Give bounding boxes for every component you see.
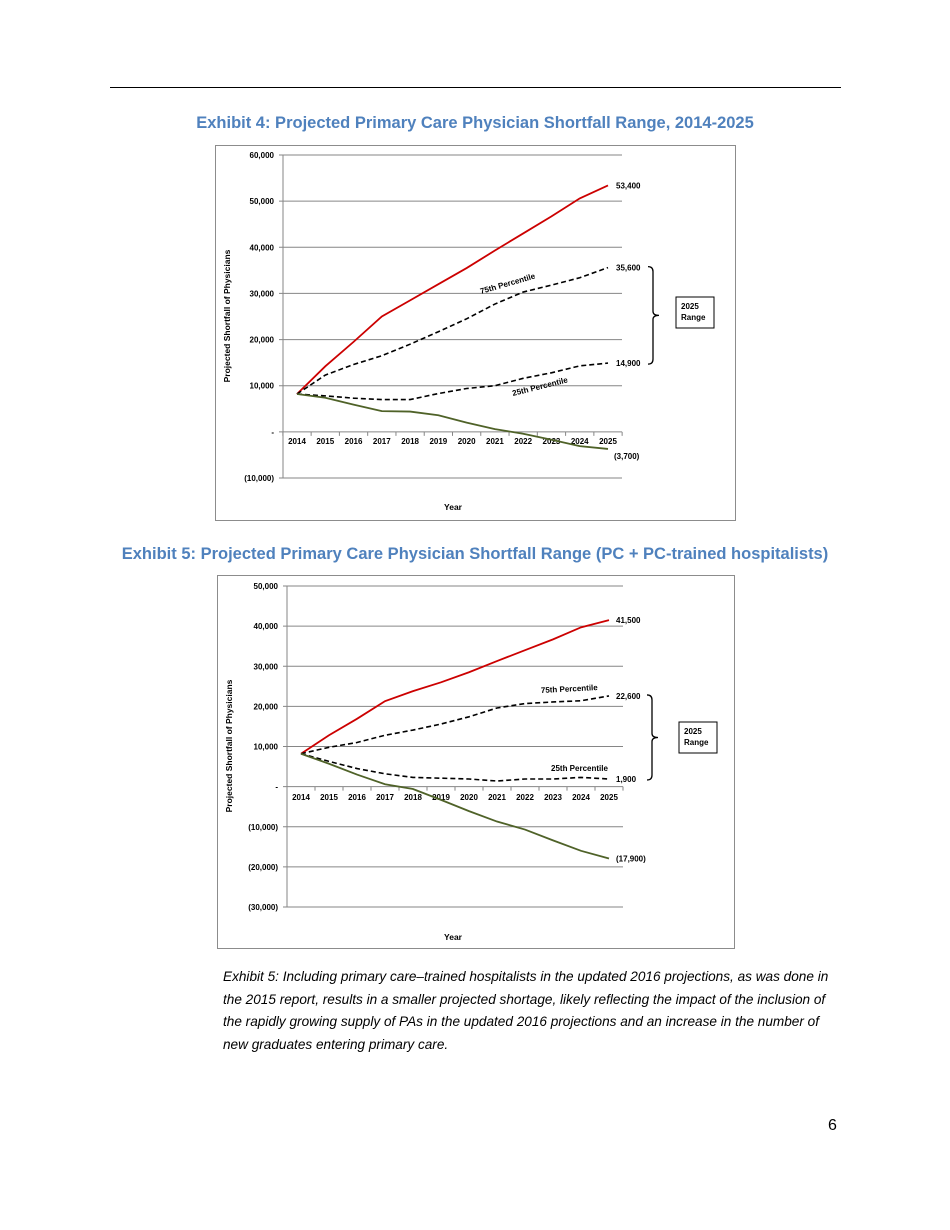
- x-tick-label: 2018: [404, 793, 422, 802]
- percentile-75-label: 75th Percentile: [541, 683, 599, 695]
- x-tick-label: 2025: [599, 437, 617, 446]
- range-box-label: Range: [681, 313, 706, 322]
- x-tick-label: 2014: [292, 793, 310, 802]
- exhibit4-chart: (10,000) - 10,000 20,000 30,000 40,000 50,000 6…: [215, 145, 736, 521]
- range-brace: [646, 694, 659, 781]
- y-tick-label: (10,000): [244, 474, 274, 483]
- y-tick-label: (20,000): [248, 863, 278, 872]
- series-line-0: [300, 619, 610, 755]
- y-tick-label: (30,000): [248, 903, 278, 912]
- x-tick-label: 2016: [345, 437, 363, 446]
- x-tick-label: 2017: [373, 437, 391, 446]
- y-tick-label: 60,000: [250, 151, 275, 160]
- end-value-label: 53,400: [616, 181, 641, 190]
- series-line-2: [296, 362, 609, 401]
- y-tick-label: 30,000: [254, 662, 279, 671]
- y-tick-label: 20,000: [254, 702, 279, 711]
- y-tick-label: 10,000: [250, 382, 275, 391]
- x-tick-label: 2021: [486, 437, 504, 446]
- x-tick-label: 2024: [572, 793, 590, 802]
- range-box-label: 2025: [684, 727, 702, 736]
- series-line-0: [296, 184, 609, 395]
- end-value-label: 1,900: [616, 775, 637, 784]
- series-line-2: [300, 752, 610, 782]
- y-axis-title: Projected Shortfall of Physicians: [224, 679, 234, 812]
- y-tick-label: -: [271, 428, 274, 437]
- y-tick-label: 40,000: [254, 622, 279, 631]
- exhibit5-svg: (30,000) (20,000) (10,000) - 10,000 20,000 30,…: [224, 582, 718, 942]
- x-tick-label: 2021: [488, 793, 506, 802]
- exhibit5-caption: Exhibit 5: Including primary care–traine…: [223, 969, 829, 1053]
- series-line-3: [296, 393, 609, 450]
- range-box-label: Range: [684, 738, 709, 747]
- x-tick-label: 2020: [460, 793, 478, 802]
- y-tick-label: 10,000: [254, 743, 279, 752]
- x-tick-label: 2015: [316, 437, 334, 446]
- y-tick-label: 30,000: [250, 289, 275, 298]
- x-tick-label: 2023: [543, 437, 561, 446]
- x-tick-label: 2019: [429, 437, 447, 446]
- end-value-label: 22,600: [616, 692, 641, 701]
- end-value-label: 35,600: [616, 264, 641, 273]
- x-tick-label: 2022: [516, 793, 534, 802]
- y-axis-title: Projected Shortfall of Physicians: [222, 249, 232, 382]
- x-tick-label: 2015: [320, 793, 338, 802]
- x-tick-label: 2025: [600, 793, 618, 802]
- series-line-1: [300, 695, 610, 755]
- range-brace: [647, 265, 660, 365]
- x-tick-label: 2022: [514, 437, 532, 446]
- end-value-label: 14,900: [616, 359, 641, 368]
- y-tick-label: 40,000: [250, 243, 275, 252]
- y-tick-label: 50,000: [250, 197, 275, 206]
- page-number: 6: [828, 1117, 837, 1134]
- y-tick-label: -: [275, 783, 278, 792]
- header-rule: [110, 87, 841, 88]
- x-tick-label: 2018: [401, 437, 419, 446]
- x-axis-title: Year: [444, 502, 463, 512]
- x-tick-label: 2023: [544, 793, 562, 802]
- range-box: [675, 296, 715, 329]
- series-line-1: [296, 266, 609, 395]
- percentile-25-label: 25th Percentile: [551, 764, 608, 773]
- y-tick-label: 50,000: [254, 582, 279, 591]
- series-line-3: [300, 752, 610, 860]
- x-axis-title: Year: [444, 932, 463, 942]
- x-tick-label: 2019: [432, 793, 450, 802]
- x-tick-label: 2017: [376, 793, 394, 802]
- end-value-label: (17,900): [616, 854, 646, 863]
- end-value-label: 41,500: [616, 616, 641, 625]
- range-box: [678, 721, 718, 754]
- end-value-label: (3,700): [614, 452, 640, 461]
- x-tick-label: 2014: [288, 437, 306, 446]
- percentile-75-label: 75th Percentile: [479, 271, 537, 295]
- exhibit4-title: Exhibit 4: Projected Primary Care Physic…: [196, 114, 754, 132]
- range-box-label: 2025: [681, 302, 699, 311]
- y-tick-label: (10,000): [248, 823, 278, 832]
- y-tick-label: 20,000: [250, 336, 275, 345]
- x-tick-label: 2024: [571, 437, 589, 446]
- exhibit5-chart: (30,000) (20,000) (10,000) - 10,000 20,000 30,…: [217, 575, 735, 949]
- exhibit4-svg: (10,000) - 10,000 20,000 30,000 40,000 50,000 6…: [222, 151, 715, 512]
- x-tick-label: 2020: [458, 437, 476, 446]
- exhibit5-title: Exhibit 5: Projected Primary Care Physic…: [121, 545, 829, 563]
- x-tick-label: 2016: [348, 793, 366, 802]
